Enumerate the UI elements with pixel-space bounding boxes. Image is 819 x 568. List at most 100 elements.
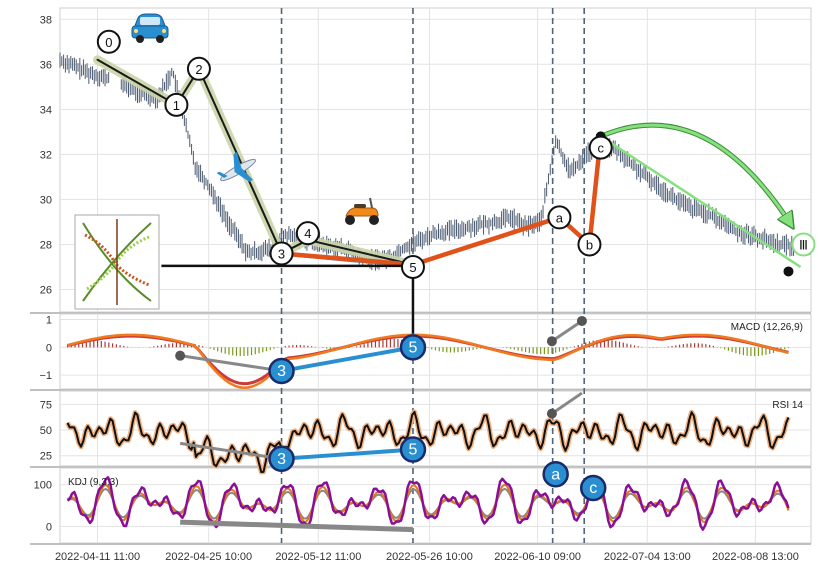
- ytick-label-kdj: 100: [34, 480, 52, 492]
- wave-label-b-text: b: [586, 237, 593, 252]
- wave-label-3-text: 3: [278, 246, 285, 261]
- wave-label-a-text: a: [556, 210, 564, 225]
- scooter-wheel: [369, 215, 379, 225]
- car-light: [162, 29, 166, 33]
- kdj-j-line: [66, 476, 790, 531]
- kdj-marker-a-circle: [542, 461, 569, 488]
- ytick-label-kdj: 0: [46, 521, 52, 533]
- wave-label-b-circle: [577, 232, 602, 257]
- car-wheel: [156, 35, 164, 43]
- ytick-label-price: 38: [40, 14, 52, 26]
- xtick-label: 2022-04-25 10:00: [165, 551, 252, 563]
- scooter-body: [345, 207, 379, 217]
- rsi-divergence-line-2: [551, 391, 583, 415]
- ytick-label-price: 28: [40, 239, 52, 251]
- panel-frame-price: [59, 7, 812, 313]
- ytick-label-price: 30: [40, 194, 52, 206]
- car-window: [140, 17, 160, 25]
- wave-label-4-text: 4: [304, 226, 311, 241]
- target-line: [600, 135, 802, 269]
- car-icon: [131, 13, 169, 43]
- macd-title: MACD (12,26,9): [731, 322, 803, 333]
- xtick-label: 2022-08-08 13:00: [712, 551, 799, 563]
- xtick-label: 2022-06-10 09:00: [494, 551, 581, 563]
- xtick-label: 2022-04-11 11:00: [55, 551, 140, 563]
- macd-divergence-dot: [175, 350, 186, 361]
- rsi-marker-3-circle: [268, 445, 295, 473]
- wave-label-Ⅲ-text: Ⅲ: [799, 237, 808, 252]
- wave-label-c-text: c: [597, 141, 604, 156]
- macd-divergence-dot-2: [546, 336, 557, 347]
- ytick-label-price: 36: [40, 59, 52, 71]
- wave-label-2-text: 2: [195, 62, 202, 77]
- scooter-seat: [354, 204, 366, 208]
- pattern-thumbnail: [74, 214, 160, 310]
- ytick-label-price: 34: [40, 104, 52, 116]
- ytick-label-macd: 1: [46, 315, 52, 327]
- wave-label-5-circle: [400, 254, 425, 279]
- macd-line: [67, 333, 789, 389]
- macd-marker-3-text: 3: [277, 363, 286, 380]
- kdj-marker-c-circle: [579, 474, 607, 502]
- rsi-divergence-line: [179, 441, 282, 461]
- rsi-line: [66, 410, 790, 474]
- car-body: [131, 25, 169, 39]
- ytick-label-rsi: 50: [40, 425, 52, 437]
- wave-overlays: [93, 55, 806, 344]
- wave-label-2-circle: [186, 56, 211, 81]
- indicator-series: [65, 315, 791, 533]
- rsi-marker-5-circle: [399, 436, 427, 463]
- pivot-dot-target: [783, 266, 794, 277]
- thumbnail-curve: [82, 222, 152, 302]
- wave-label-3-circle: [269, 241, 294, 266]
- kdj-marker-c-text: c: [589, 480, 597, 497]
- rsi-divergence-dot: [546, 408, 557, 419]
- icons-layer: [74, 13, 379, 310]
- wave-label-Ⅲ-circle: [791, 232, 816, 257]
- projection-arc: [600, 123, 793, 226]
- rsi-marker-5-text: 5: [409, 442, 418, 459]
- macd-divergence-dot-3: [576, 315, 587, 326]
- xtick-label: 2022-07-04 13:00: [604, 551, 691, 563]
- macd-divergence-line-2: [551, 319, 583, 343]
- rsi-blue-connector: [281, 447, 414, 461]
- macd-marker-5-text: 5: [409, 339, 418, 356]
- car-light: [134, 29, 138, 33]
- scooter-wheel: [345, 215, 355, 225]
- xtick-label: 2022-05-12 11:00: [275, 551, 361, 563]
- wave-label-1-text: 1: [173, 98, 180, 113]
- macd-blue-connector: [281, 345, 414, 373]
- wave-label-c-circle: [588, 135, 613, 160]
- panel-frame-macd: [59, 313, 812, 390]
- scooter-handle: [369, 197, 373, 209]
- macd-marker-3-circle: [268, 357, 295, 385]
- scooter-icon: [345, 197, 379, 225]
- ytick-label-price: 32: [40, 149, 52, 161]
- car-wheel: [136, 35, 144, 43]
- plane-wing: [233, 152, 242, 172]
- plane-wing: [234, 168, 253, 182]
- macd-divergence-line: [179, 354, 282, 373]
- ytick-label-price: 26: [40, 284, 52, 296]
- ytick-label-macd: −1: [39, 370, 52, 382]
- rsi-marker-3-text: 3: [277, 451, 286, 468]
- airplane-icon: [216, 152, 256, 182]
- plane-tail: [216, 171, 228, 178]
- wave-label-a-circle: [547, 205, 572, 230]
- macd-marker-5-circle: [399, 334, 427, 361]
- wave-label-0-circle: [96, 29, 121, 54]
- kdj-marker-a-text: a: [551, 466, 560, 483]
- ytick-label-rsi: 25: [40, 451, 52, 463]
- kdj-title: KDJ (9,3,3): [68, 477, 119, 488]
- wave-label-1-circle: [164, 92, 189, 117]
- impulse-wave-line: [96, 58, 414, 266]
- wave-label-0-text: 0: [105, 35, 112, 50]
- thumbnail-curve: [84, 233, 150, 287]
- wave-label-4-circle: [295, 221, 320, 246]
- ytick-label-macd: 0: [46, 342, 52, 354]
- panel-frame-kdj: [59, 467, 812, 544]
- rsi-title: RSI 14: [772, 400, 803, 411]
- xtick-label: 2022-05-26 10:00: [386, 551, 473, 563]
